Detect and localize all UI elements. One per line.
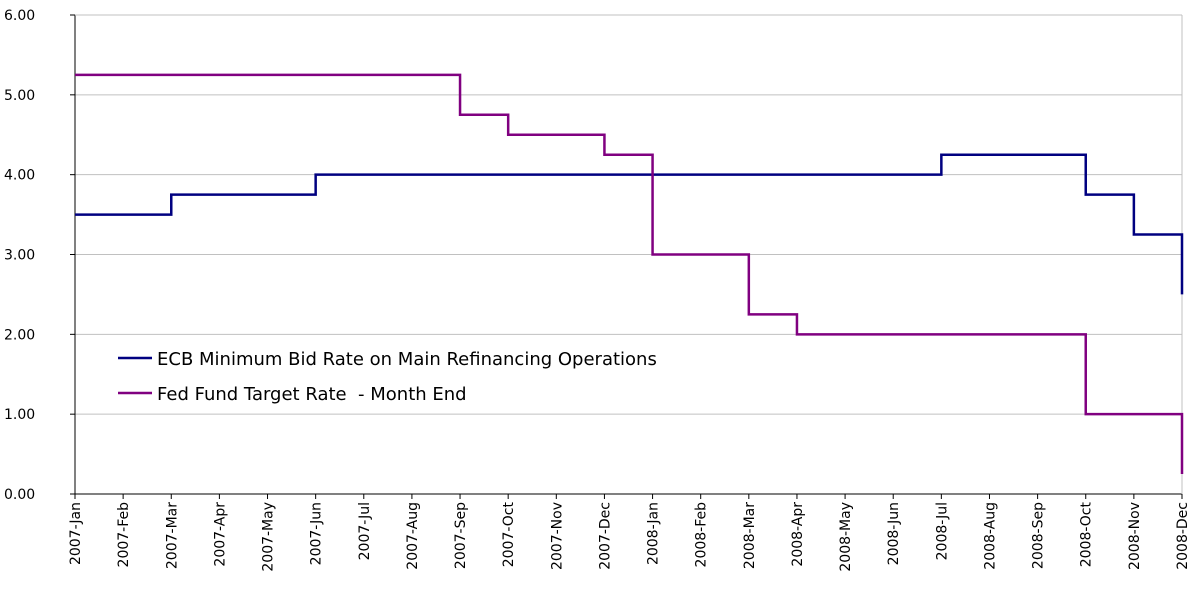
- x-tick-label: 2007-Sep: [453, 502, 469, 569]
- y-tick-label: 4.00: [4, 168, 35, 184]
- x-tick-label: 2008-Mar: [742, 502, 758, 569]
- x-tick-label: 2007-Feb: [116, 502, 132, 568]
- y-tick-label: 0.00: [4, 487, 35, 503]
- series-line: [75, 153, 1184, 295]
- y-tick-label: 1.00: [4, 407, 35, 423]
- x-tick-label: 2007-Nov: [549, 502, 565, 570]
- x-tick-label: 2008-Dec: [1175, 502, 1191, 570]
- x-tick-label: 2008-Feb: [694, 502, 710, 568]
- x-tick-label: 2007-Aug: [405, 502, 421, 570]
- y-tick-label: 2.00: [4, 327, 35, 343]
- y-tick-label: 3.00: [4, 248, 35, 264]
- legend-label: Fed Fund Target Rate - Month End: [157, 384, 467, 405]
- x-tick-label: 2007-May: [261, 502, 277, 572]
- legend-label: ECB Minimum Bid Rate on Main Refinancing…: [157, 349, 657, 370]
- x-tick-label: 2007-Jul: [357, 502, 373, 560]
- x-tick-label: 2007-Dec: [597, 502, 613, 570]
- x-tick-label: 2008-Nov: [1127, 502, 1143, 570]
- x-tick-label: 2007-Mar: [164, 502, 180, 569]
- y-tick-label: 6.00: [4, 8, 35, 24]
- x-tick-label: 2007-Jun: [309, 502, 325, 565]
- x-tick-label: 2008-Jul: [934, 502, 950, 560]
- x-tick-label: 2008-Jun: [886, 502, 902, 565]
- series-line: [75, 73, 1184, 475]
- x-tick-label: 2008-Aug: [982, 502, 998, 570]
- x-tick-label: 2007-Jan: [68, 502, 84, 565]
- x-tick-label: 2008-Sep: [1031, 502, 1047, 569]
- x-tick-label: 2008-Apr: [790, 502, 806, 567]
- y-tick-label: 5.00: [4, 88, 35, 104]
- x-tick-label: 2008-May: [838, 502, 854, 572]
- x-tick-label: 2007-Apr: [212, 502, 228, 567]
- x-tick-label: 2008-Jan: [646, 502, 662, 565]
- x-tick-label: 2007-Oct: [501, 501, 517, 567]
- x-tick-label: 2008-Oct: [1079, 501, 1095, 567]
